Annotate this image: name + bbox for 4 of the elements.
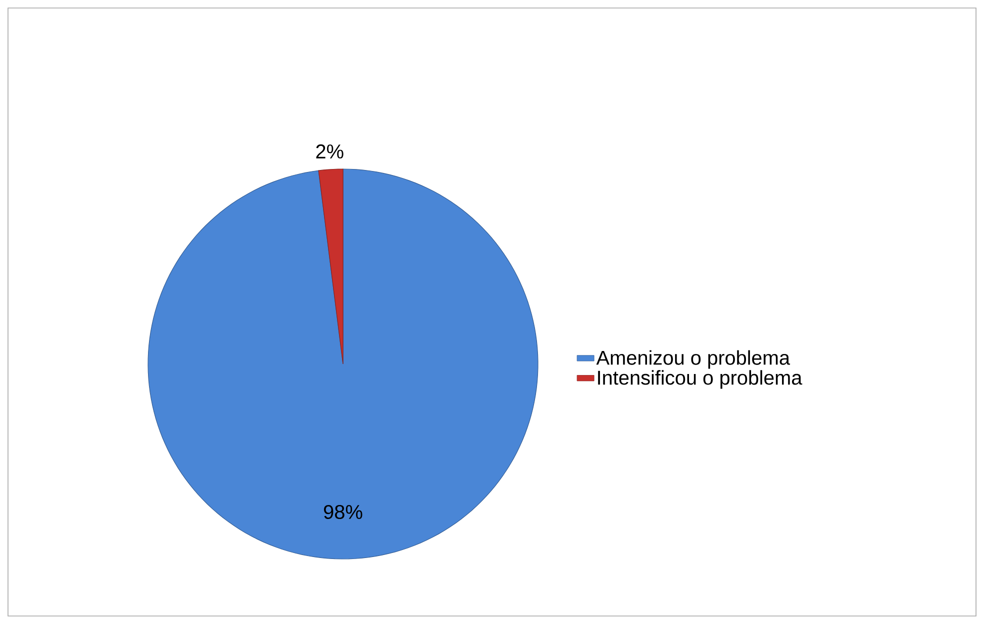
data-label: 2% xyxy=(316,144,344,158)
legend-label: Intensificou o problema xyxy=(598,370,802,389)
data-label: 98% xyxy=(324,504,362,520)
legend-label: Amenizou o problema xyxy=(596,350,790,369)
